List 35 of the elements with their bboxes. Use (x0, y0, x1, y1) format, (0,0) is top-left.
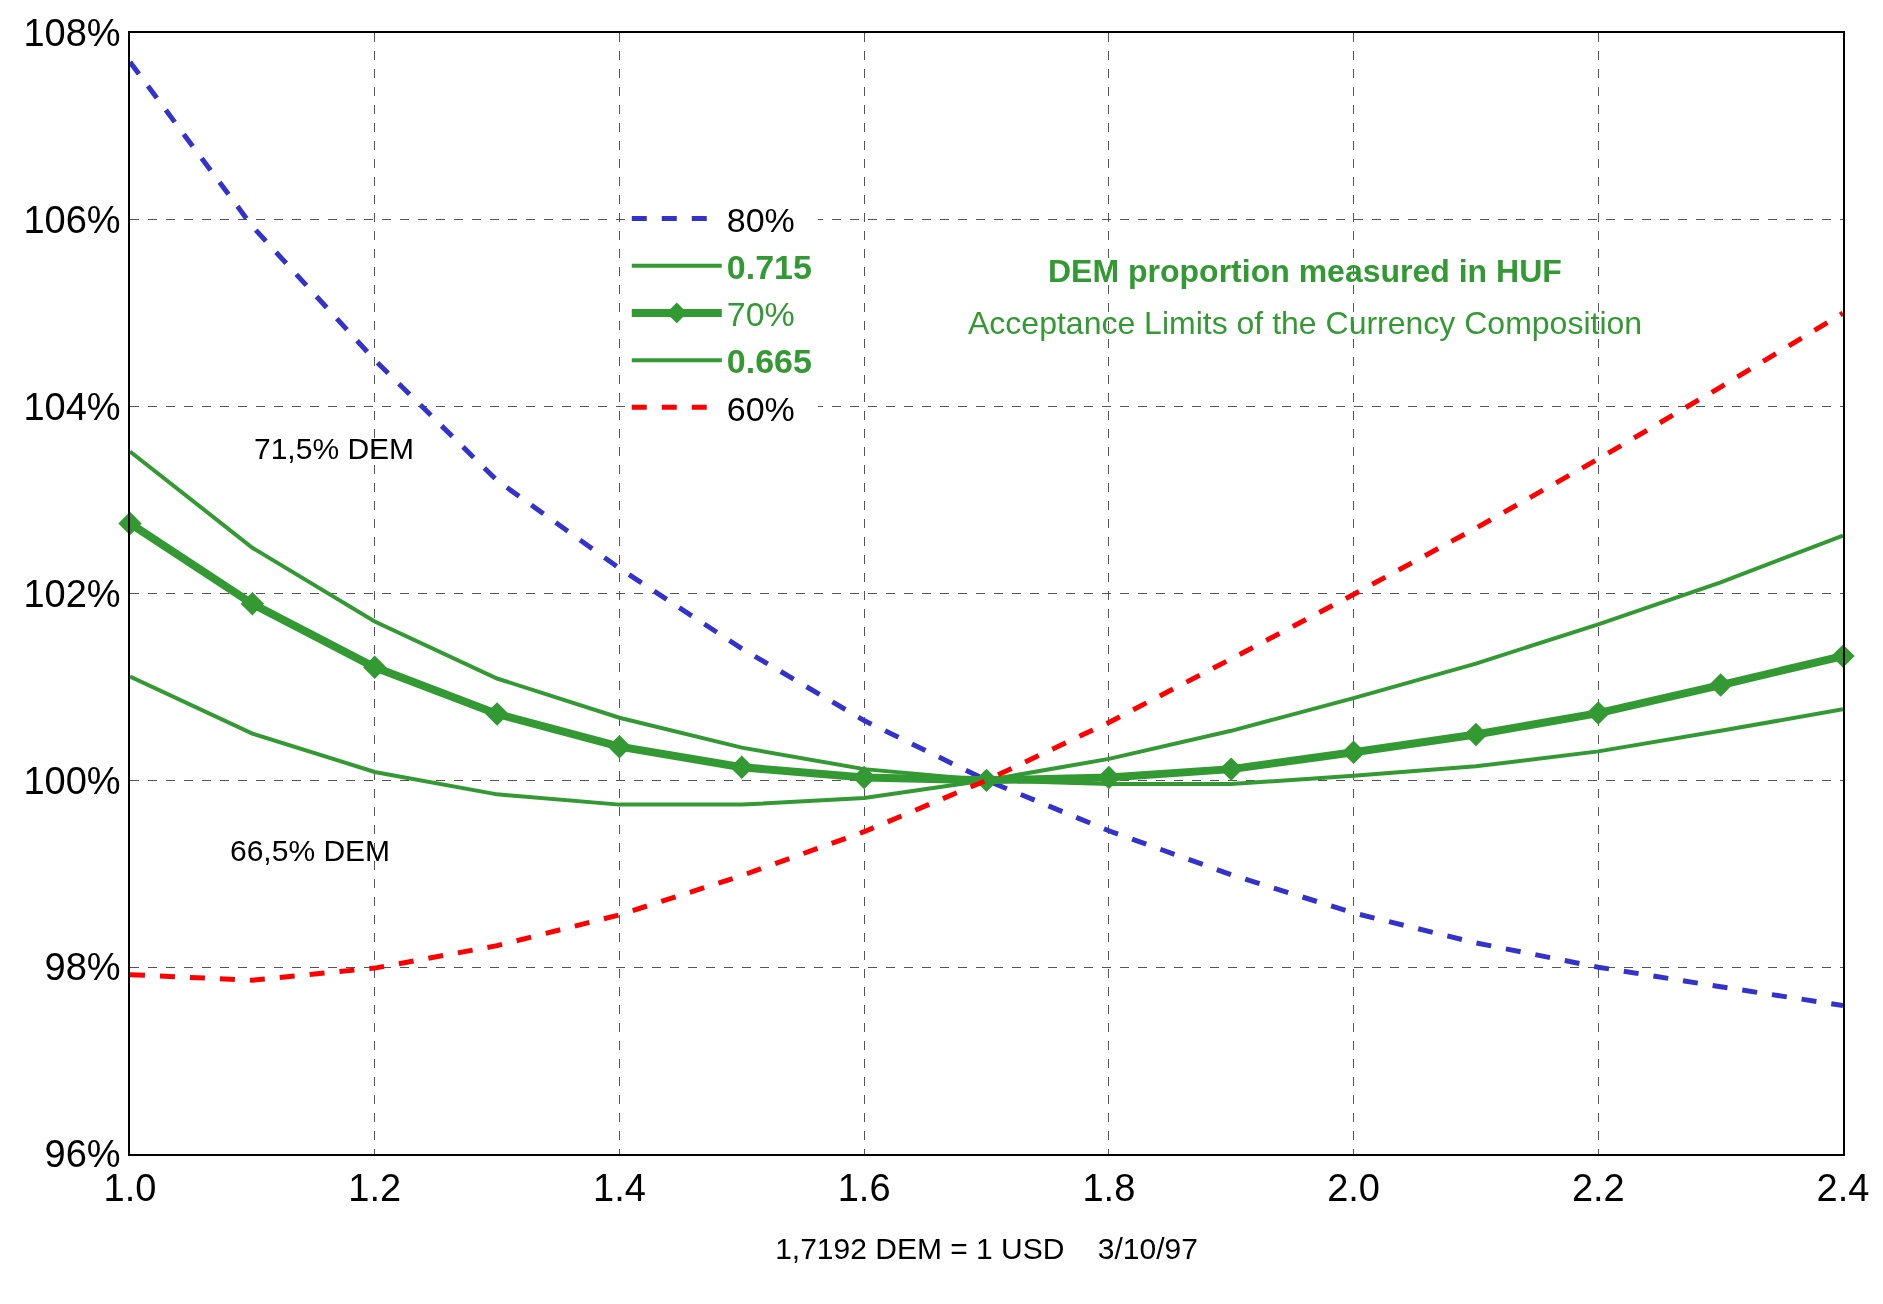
x-tick-label: 1.4 (593, 1167, 646, 1210)
point (1219, 757, 1243, 781)
annotation: Acceptance Limits of the Currency Composition (968, 305, 1643, 341)
point (240, 592, 265, 616)
y-tick-label: 98% (44, 946, 121, 989)
x-tick-label: 1.0 (103, 1167, 157, 1210)
point (1708, 673, 1733, 697)
y-tick-label: 100% (23, 759, 121, 802)
x-tick-label: 2.4 (1816, 1167, 1870, 1210)
point (607, 735, 632, 759)
legend-label: 0.715 (726, 248, 812, 286)
point (852, 765, 876, 790)
annotation: DEM proportion measured in HUF (1048, 253, 1562, 289)
y-tick-label: 104% (23, 385, 121, 428)
annotation: 71,5% DEM (254, 432, 415, 465)
point (730, 755, 754, 779)
legend-label: 0.665 (726, 342, 812, 381)
point (1586, 701, 1610, 725)
x-tick-label: 2.0 (1327, 1167, 1380, 1210)
x-axis-title: 1,7192 DEM = 1 USD 3/10/97 (775, 1232, 1198, 1266)
y-tick-label: 106% (23, 199, 121, 242)
point (1341, 740, 1366, 765)
x-tick-label: 1.6 (837, 1167, 891, 1210)
y-tick-label: 108% (23, 12, 121, 55)
point (485, 702, 509, 726)
point (1464, 722, 1488, 747)
y-tick-label: 102% (23, 572, 121, 615)
legend-label: 80% (726, 200, 795, 239)
legend-label: 60% (726, 389, 795, 428)
annotation: 66,5% DEM (230, 834, 391, 867)
x-tick-label: 1.8 (1082, 1167, 1136, 1210)
point (363, 655, 387, 679)
x-tick-label: 1.2 (348, 1167, 402, 1210)
legend-label: 70% (726, 295, 795, 334)
x-tick-label: 2.2 (1571, 1167, 1625, 1210)
